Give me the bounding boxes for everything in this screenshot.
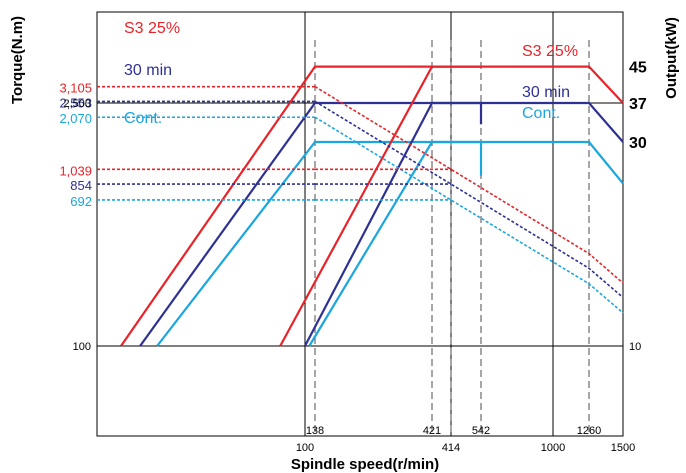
y2-tick-label-30: 30 — [629, 135, 647, 152]
y-tick-label-100: 100 — [73, 341, 91, 353]
output-label-cont: Cont. — [522, 105, 560, 122]
marker-label-1260: 1260 — [577, 425, 601, 437]
y-tick-label-692: 692 — [70, 194, 92, 209]
torque-label-s3: S3 25% — [124, 20, 180, 37]
y-tick-label-2070: 2,070 — [59, 111, 92, 126]
marker-label-542: 542 — [472, 425, 490, 437]
x-axis-title: Spindle speed(r/min) — [291, 456, 439, 473]
y2-tick-label-10: 10 — [629, 341, 641, 353]
output-label-30min: 30 min — [522, 84, 570, 101]
y-tick-label-1039: 1,039 — [59, 163, 92, 178]
series-line-4 — [304, 101, 483, 347]
x-tick-label-100: 100 — [296, 442, 314, 454]
plot-frame — [96, 11, 624, 437]
y-tick-label-3105: 3,105 — [59, 81, 92, 96]
output-label-s3: S3 25% — [522, 43, 578, 60]
marker-label-138: 138 — [306, 425, 324, 437]
torque-label-cont: Cont. — [124, 110, 162, 127]
series-line-6 — [314, 85, 624, 284]
y-tick-label-2553: 2,553 — [59, 95, 92, 110]
y-tick-label-854: 854 — [70, 178, 92, 193]
x-tick-label-414: 414 — [442, 442, 460, 454]
x-tick-label-1500: 1500 — [611, 442, 635, 454]
y-tick-label-2500: 2,500 — [63, 98, 91, 110]
x-tick-label-1000: 1000 — [541, 442, 565, 454]
series-layer — [120, 65, 624, 347]
series-line-5 — [308, 140, 483, 347]
series-line-7 — [314, 100, 624, 299]
label-layer: Torque(N.m) Output(kW) Spindle speed(r/m… — [9, 16, 680, 473]
marker-label-421: 421 — [423, 425, 441, 437]
speed-marker-layer — [314, 40, 590, 436]
y-axis-title-right: Output(kW) — [663, 17, 680, 99]
torque-label-30min: 30 min — [124, 62, 172, 79]
y2-tick-label-45: 45 — [629, 60, 647, 77]
y-axis-title-left: Torque(N.m) — [9, 16, 26, 104]
y2-tick-label-37: 37 — [629, 96, 647, 113]
